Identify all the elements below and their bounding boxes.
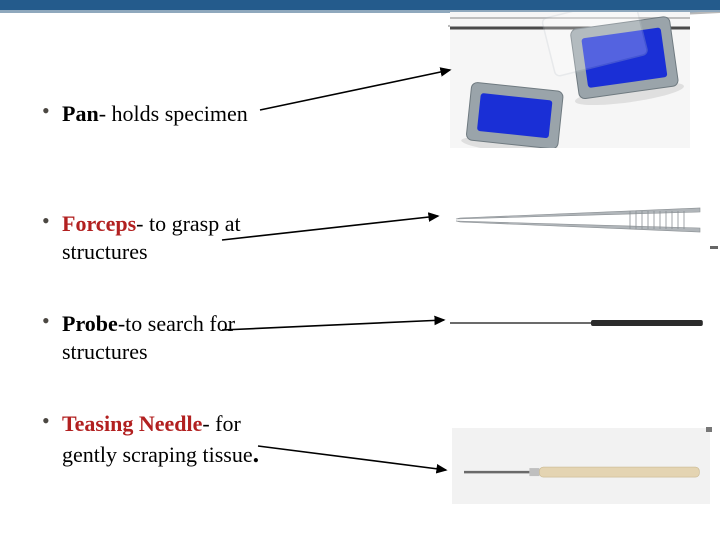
term-pan: Pan: [62, 101, 99, 126]
desc2-probe: structures: [62, 338, 235, 366]
desc2-forceps: structures: [62, 238, 241, 266]
top-bar: [0, 0, 720, 10]
forceps-image: [450, 195, 710, 245]
pan-image: [450, 12, 690, 148]
desc-forceps: - to grasp at: [136, 211, 240, 236]
term-forceps: Forceps: [62, 211, 136, 236]
bullet-forceps: Forceps- to grasp at structures: [42, 210, 241, 265]
term-probe: Probe: [62, 311, 118, 336]
desc-probe: -to search for: [118, 311, 235, 336]
needle-corner-mark: [706, 427, 712, 432]
term-teasing-needle: Teasing Needle: [62, 411, 202, 436]
probe-image: [448, 316, 708, 330]
bullet-pan: Pan- holds specimen: [42, 100, 248, 128]
period-teasing-needle: .: [253, 439, 260, 468]
desc2-teasing-needle: gently scraping tissue: [62, 442, 253, 467]
bullet-probe: Probe-to search for structures: [42, 310, 235, 365]
teasing-needle-image: [452, 428, 710, 504]
desc-pan: - holds specimen: [99, 101, 248, 126]
desc-teasing-needle: - for: [202, 411, 240, 436]
edge-mark: [710, 246, 718, 249]
bullet-teasing-needle: Teasing Needle- for gently scraping tiss…: [42, 410, 259, 470]
